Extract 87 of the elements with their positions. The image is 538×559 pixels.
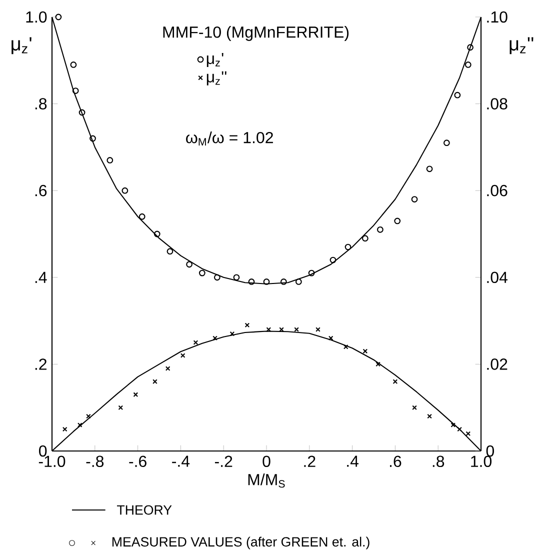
point	[362, 235, 368, 242]
point	[443, 140, 450, 146]
point	[186, 261, 192, 268]
x-tick-label: .4	[347, 456, 359, 467]
point	[464, 62, 472, 68]
point	[308, 270, 315, 276]
x-axis-title: M/M$_{S}$	[248, 474, 285, 488]
point	[427, 414, 432, 419]
point	[166, 248, 174, 255]
y2-tick-label: .10	[487, 11, 508, 23]
point	[316, 327, 320, 332]
point	[165, 366, 170, 371]
point	[133, 392, 138, 397]
point	[154, 230, 160, 238]
point	[77, 422, 82, 428]
y-tick-label: .4	[35, 272, 47, 283]
y2-tick-label: .02	[487, 358, 508, 370]
point	[86, 414, 91, 419]
point	[426, 166, 433, 172]
legend-label: μ$_{z}$'	[206, 52, 224, 68]
point	[248, 278, 255, 285]
y2-tick-label: .04	[487, 272, 508, 284]
point	[263, 278, 270, 285]
point	[280, 278, 287, 285]
y2-tick-label: .06	[487, 184, 508, 196]
point	[62, 426, 68, 432]
point	[362, 348, 368, 354]
legend-label: μ$_{z}$''	[206, 71, 226, 86]
point	[118, 405, 124, 410]
point	[233, 274, 240, 281]
point	[376, 226, 384, 233]
point	[214, 274, 220, 281]
point	[72, 88, 79, 94]
point	[454, 92, 461, 98]
y2-tick-label: .08	[487, 98, 508, 110]
x-tick-label: -.2	[214, 456, 232, 467]
point	[152, 379, 158, 384]
point	[244, 322, 250, 328]
point	[467, 44, 474, 51]
text: MMF-10 (MgMnFERRITE)	[163, 26, 349, 41]
point	[411, 196, 418, 202]
point	[122, 187, 128, 194]
y2-tick-label: 0	[486, 445, 494, 457]
y-tick-label: .8	[35, 98, 47, 110]
point	[466, 431, 471, 436]
point	[90, 135, 96, 142]
point	[78, 109, 86, 116]
point	[344, 244, 352, 250]
y2-axis-title: μ$_{z}$''	[510, 37, 534, 54]
point	[138, 213, 146, 220]
point	[180, 353, 186, 358]
x-tick-label: .6	[390, 456, 402, 468]
y-tick-label: 0	[39, 445, 47, 457]
point	[412, 405, 417, 410]
point	[70, 62, 77, 68]
y-tick-label: .6	[35, 184, 47, 196]
y-axis-title: μ$_{z}$'	[12, 37, 32, 54]
point	[457, 426, 462, 432]
point	[450, 422, 456, 428]
point	[376, 362, 380, 367]
x-tick-label: -.6	[129, 456, 146, 468]
point	[394, 218, 401, 224]
point	[343, 344, 348, 350]
point	[330, 256, 336, 264]
point	[198, 270, 206, 276]
point	[193, 340, 198, 345]
point	[106, 157, 114, 164]
x-tick-label: -.8	[86, 456, 104, 468]
point	[55, 14, 62, 20]
x-tick-label: 1.0	[471, 456, 492, 468]
x-tick-label: -1.0	[38, 456, 66, 468]
annotation: ω$_{M}$/ω = 1.02	[186, 132, 273, 146]
point	[230, 331, 235, 336]
y-tick-label: .2	[35, 358, 46, 370]
text: MEASURED VALUES (after GREEN et. al.)	[112, 536, 370, 550]
y-tick-label: 1.0	[26, 11, 47, 23]
x-tick-label: -.4	[172, 456, 190, 467]
x-tick-label: .2	[304, 456, 316, 467]
point	[294, 327, 299, 332]
point	[392, 379, 398, 384]
point	[212, 336, 218, 341]
point	[295, 278, 302, 285]
x-tick-label: 0	[262, 456, 270, 468]
x-tick-label: .8	[432, 456, 444, 468]
point	[328, 336, 334, 341]
text: THEORY	[117, 505, 172, 515]
point	[266, 327, 272, 332]
